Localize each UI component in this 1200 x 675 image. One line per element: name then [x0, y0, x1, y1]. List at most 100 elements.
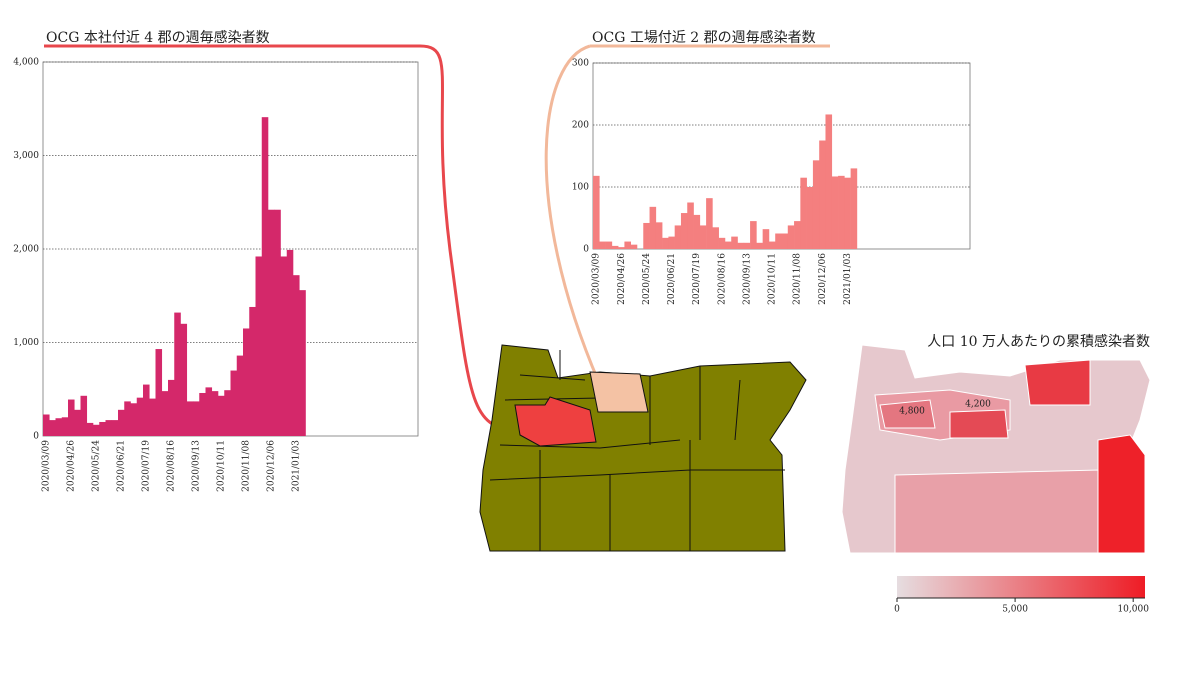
- bar: [624, 241, 631, 249]
- bar: [68, 399, 75, 436]
- bar: [224, 390, 231, 436]
- bar: [743, 242, 751, 249]
- bar: [712, 227, 719, 249]
- bar: [199, 392, 206, 436]
- bar: [643, 222, 650, 249]
- x-tick-label: 2020/05/24: [92, 440, 102, 492]
- x-tick-label: 2020/04/26: [67, 440, 77, 492]
- bar: [243, 328, 250, 436]
- bar: [230, 370, 238, 436]
- bar: [768, 241, 776, 249]
- x-tick-label: 2020/10/11: [768, 253, 778, 305]
- connector: [544, 44, 830, 386]
- bar: [750, 221, 757, 249]
- x-tick-label: 2020/07/19: [142, 440, 152, 492]
- bar: [756, 242, 763, 249]
- bar: [286, 249, 294, 436]
- bar: [674, 225, 682, 249]
- y-tick-label: 0: [583, 245, 589, 255]
- bar: [130, 403, 138, 436]
- bar: [155, 349, 163, 436]
- locator-map: [479, 344, 807, 552]
- bar: [593, 175, 600, 249]
- bar: [255, 256, 263, 436]
- bar: [280, 256, 288, 436]
- x-tick-label: 2020/03/09: [42, 440, 52, 492]
- bar: [249, 306, 256, 436]
- bar: [274, 209, 281, 436]
- y-tick-label: 4,000: [13, 58, 39, 68]
- bar: [161, 391, 169, 436]
- bar: [655, 222, 663, 249]
- bar: [193, 401, 200, 436]
- bar: [174, 312, 181, 436]
- bar: [93, 424, 100, 436]
- x-tick-label: 2020/07/19: [692, 253, 702, 305]
- x-tick-label: 2020/05/24: [642, 253, 652, 305]
- map-label: 4,800: [899, 407, 925, 417]
- x-tick-label: 2021/01/03: [292, 440, 302, 492]
- y-tick-label: 100: [572, 183, 589, 193]
- y-tick-label: 1,000: [13, 338, 39, 348]
- bar: [111, 420, 119, 436]
- bar: [819, 140, 826, 249]
- bar: [687, 202, 694, 249]
- bar: [794, 221, 801, 249]
- bar: [680, 213, 688, 249]
- bar: [838, 175, 845, 249]
- bar: [699, 225, 707, 249]
- bar: [186, 401, 194, 436]
- bar: [261, 117, 269, 436]
- x-tick-label: 2020/08/16: [717, 253, 727, 305]
- bar: [844, 177, 851, 249]
- bar: [850, 168, 858, 249]
- colorbar-tick-label: 10,000: [1117, 605, 1149, 615]
- bar: [731, 236, 738, 249]
- y-tick-label: 2,000: [13, 245, 39, 255]
- connector: [44, 44, 521, 432]
- choropleth-map: [841, 344, 1151, 554]
- x-tick-label: 2020/03/09: [592, 253, 602, 305]
- bar: [299, 290, 306, 436]
- bar: [762, 229, 770, 249]
- bar: [618, 247, 625, 249]
- bar: [136, 397, 144, 436]
- bar: [724, 241, 732, 249]
- y-tick-label: 200: [572, 121, 589, 131]
- x-tick-label: 2020/11/08: [242, 440, 252, 492]
- y-tick-label: 3,000: [13, 151, 39, 161]
- bar: [800, 177, 807, 249]
- x-tick-label: 2020/12/06: [818, 253, 828, 305]
- x-tick-label: 2020/09/13: [742, 253, 752, 305]
- bar: [124, 401, 131, 436]
- bar: [611, 245, 619, 249]
- bar: [706, 198, 713, 249]
- bar: [236, 355, 244, 436]
- bar: [86, 422, 94, 436]
- bar: [668, 236, 675, 249]
- bar: [630, 244, 638, 249]
- bar: [775, 233, 782, 249]
- x-tick-label: 2020/12/06: [267, 440, 277, 492]
- bar: [118, 409, 125, 436]
- bar: [105, 420, 113, 436]
- bar: [268, 209, 275, 436]
- bar: [831, 176, 839, 249]
- bar: [149, 398, 156, 436]
- colorbar-tick-label: 0: [894, 605, 900, 615]
- bar: [61, 417, 69, 436]
- chart-title: 人口 10 万人あたりの累積感染者数: [927, 333, 1150, 350]
- bar: [787, 225, 795, 249]
- x-tick-label: 2020/04/26: [617, 253, 627, 305]
- x-tick-label: 2020/06/21: [117, 440, 127, 492]
- x-tick-label: 2020/06/21: [667, 253, 677, 305]
- x-tick-label: 2020/08/16: [167, 440, 177, 492]
- bar: [168, 379, 175, 436]
- bar: [662, 237, 669, 249]
- bar: [49, 420, 56, 436]
- x-tick-label: 2020/11/08: [793, 253, 803, 305]
- x-tick-label: 2020/09/13: [192, 440, 202, 492]
- x-tick-label: 2021/01/03: [843, 253, 853, 305]
- bar: [806, 187, 814, 249]
